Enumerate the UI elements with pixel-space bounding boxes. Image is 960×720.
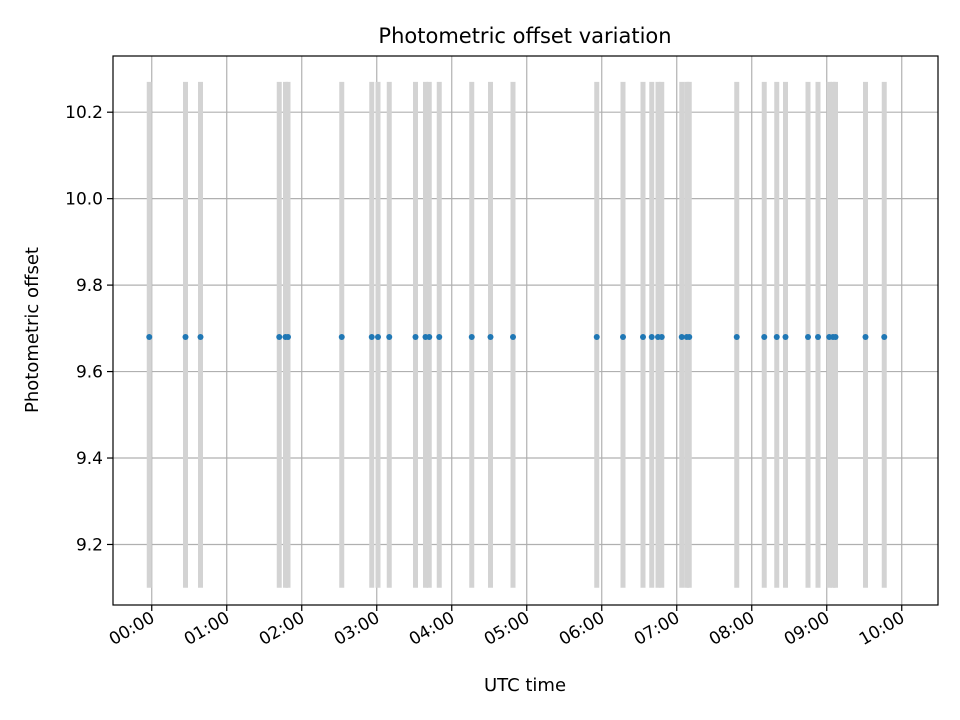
tick-layer: 00:00 01:00 02:00 03:00 04:00 05:00 06:00 07:00… (65, 103, 908, 650)
data-point (782, 333, 789, 340)
data-point (773, 333, 780, 340)
data-point (285, 333, 291, 340)
y-tick-label: 9.6 (76, 363, 103, 383)
x-tick-label: 06:00 (556, 608, 608, 650)
data-point (487, 333, 494, 340)
x-tick-label: 00:00 (106, 608, 158, 650)
x-tick-label: 07:00 (631, 608, 683, 650)
data-point (658, 333, 665, 340)
x-tick-label: 05:00 (481, 608, 533, 650)
data-point (620, 333, 626, 340)
data-point (197, 333, 204, 340)
x-tick-label: 01:00 (181, 608, 233, 650)
x-tick-label: 08:00 (706, 608, 758, 650)
data-point (368, 333, 375, 340)
data-point (686, 333, 693, 340)
data-point (510, 333, 516, 340)
data-point (862, 333, 869, 340)
y-tick-label: 10.2 (65, 103, 103, 123)
data-point (678, 333, 685, 340)
y-tick-label: 9.4 (76, 449, 103, 469)
data-point (468, 333, 475, 340)
data-point (182, 333, 189, 340)
grid-layer (113, 56, 938, 605)
y-axis-title: Photometric offset (22, 247, 43, 413)
data-point (593, 333, 600, 340)
data-point (733, 333, 740, 340)
data-point (805, 333, 811, 340)
data-point (832, 333, 839, 340)
data-point (761, 333, 768, 340)
y-tick-label: 9.8 (76, 276, 103, 296)
data-point (375, 333, 381, 340)
y-tick-label: 10.0 (65, 190, 103, 210)
chart-title: Photometric offset variation (378, 24, 671, 48)
x-tick-label: 03:00 (331, 608, 383, 650)
x-axis-title: UTC time (484, 675, 566, 696)
plot-frame (112, 55, 939, 606)
data-point (146, 333, 153, 340)
data-point (276, 333, 283, 340)
data-point (412, 333, 419, 340)
data-point (338, 333, 345, 340)
data-point (426, 333, 433, 340)
data-point (881, 333, 888, 340)
x-tick-label: 10:00 (856, 608, 908, 650)
data-point (386, 333, 393, 340)
point-layer (146, 333, 888, 340)
data-point (815, 333, 821, 340)
x-tick-label: 02:00 (256, 608, 308, 650)
y-tick-label: 9.2 (76, 535, 103, 555)
data-point (648, 333, 655, 340)
data-point (640, 333, 646, 340)
x-tick-label: 04:00 (406, 608, 458, 650)
x-tick-label: 09:00 (781, 608, 833, 650)
errorbar-layer (146, 81, 887, 588)
data-point (436, 333, 443, 340)
